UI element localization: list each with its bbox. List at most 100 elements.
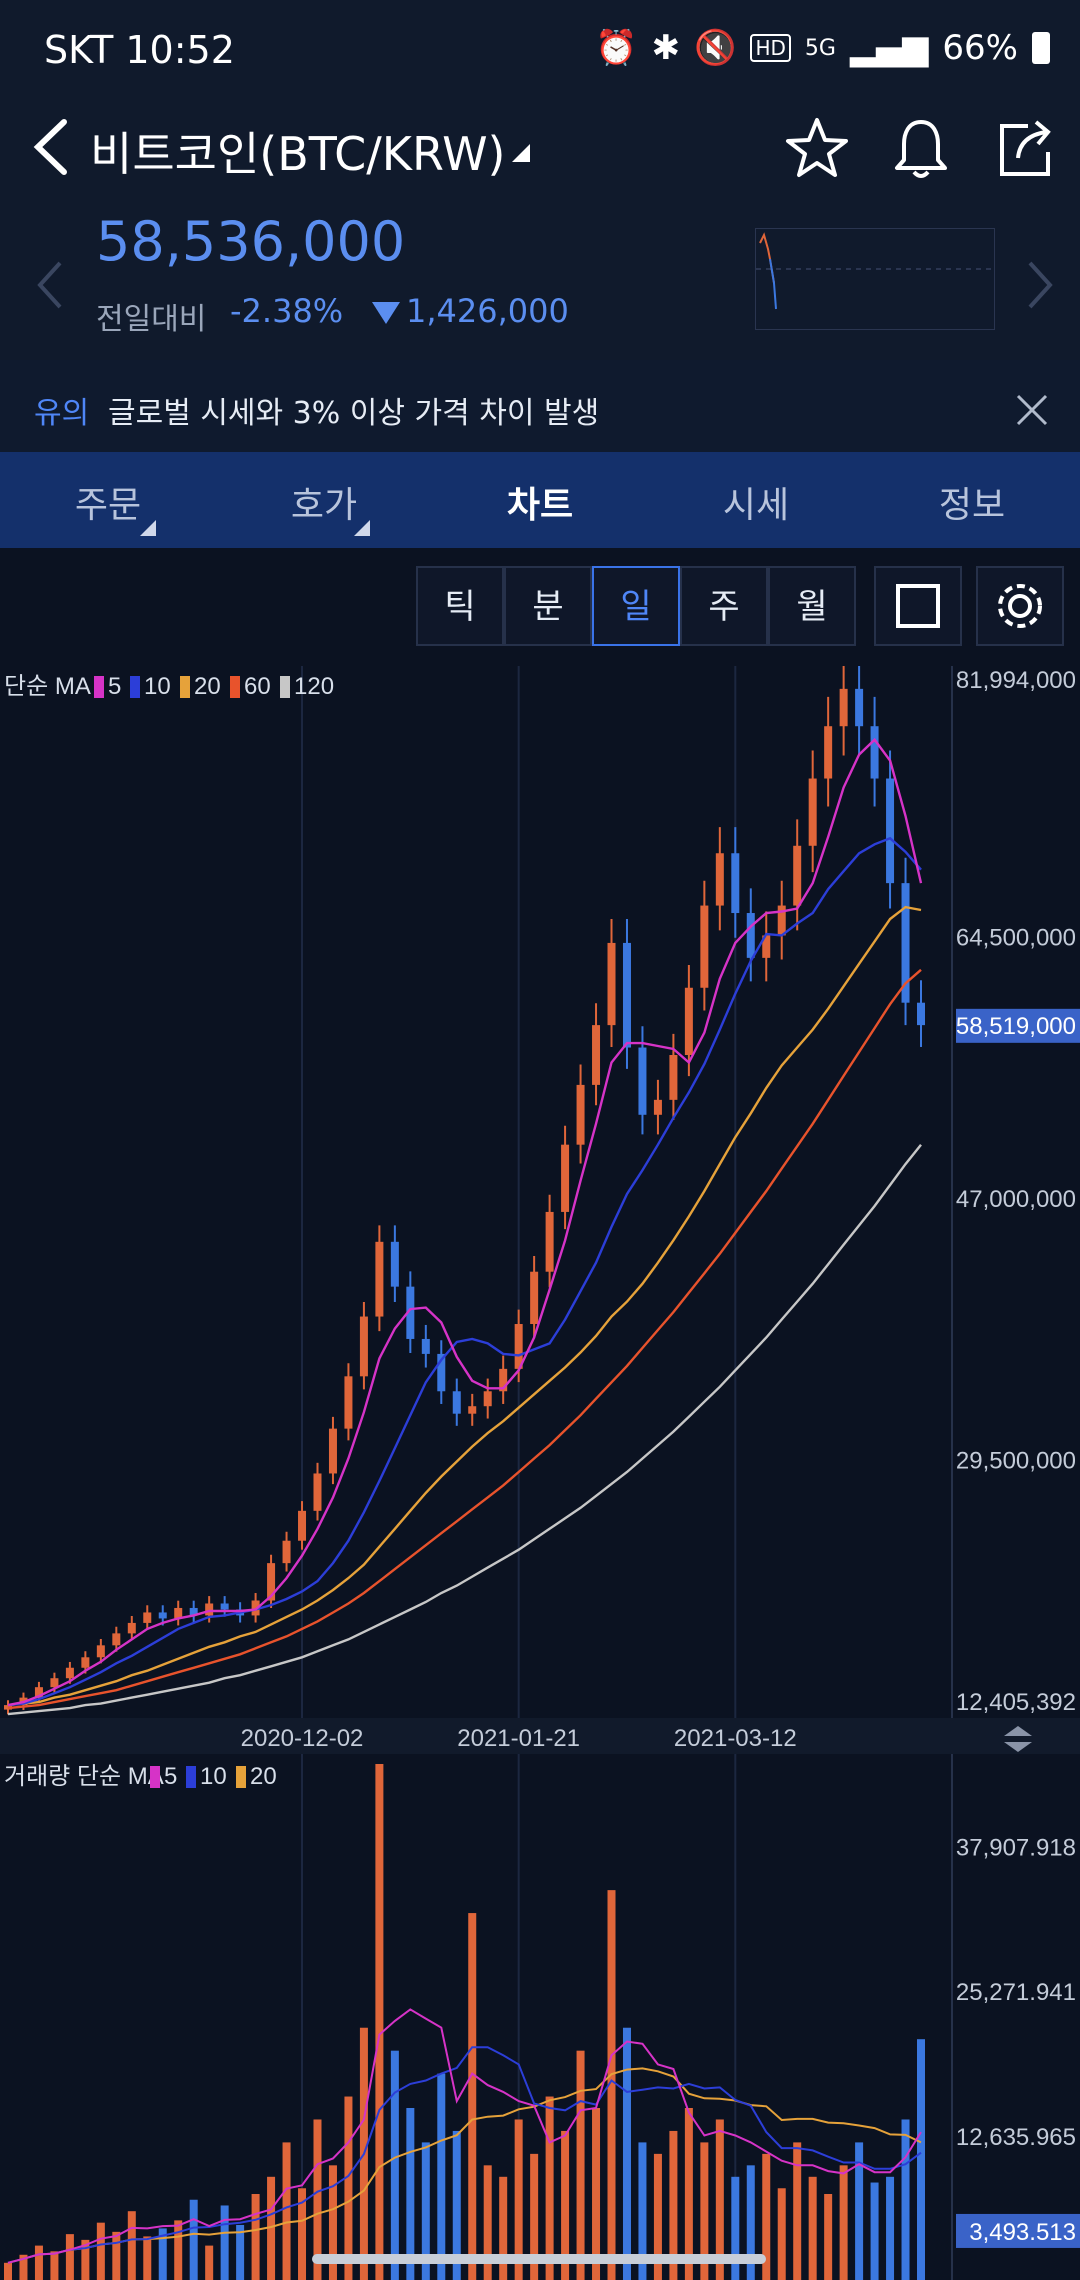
5g-icon: 5G xyxy=(804,35,836,61)
star-icon[interactable] xyxy=(780,112,854,186)
tab-order-corner-icon xyxy=(140,520,156,536)
volume-bar xyxy=(19,2254,28,2280)
tab-orderbook[interactable]: 호가 xyxy=(290,485,358,526)
chart-mode-button[interactable] xyxy=(874,566,962,646)
alarm-icon: ⏰ xyxy=(595,28,638,68)
candle-body xyxy=(174,1607,183,1619)
candle-body xyxy=(344,1376,353,1429)
candle-body xyxy=(112,1633,121,1646)
bell-icon[interactable] xyxy=(884,112,958,186)
period-week[interactable]: 주 xyxy=(680,566,768,646)
volume-bar xyxy=(886,2176,895,2280)
candle-body xyxy=(282,1540,291,1564)
legend-label: 5 xyxy=(164,1763,177,1790)
volume-bar xyxy=(282,2142,291,2280)
candle-body xyxy=(313,1473,322,1511)
candle-body xyxy=(576,1084,585,1145)
x-tick-label: 2021-01-21 xyxy=(457,1725,580,1752)
moving-averages xyxy=(7,737,923,1716)
gear-icon xyxy=(998,584,1042,628)
candle-body xyxy=(514,1324,523,1369)
back-icon[interactable] xyxy=(24,112,84,182)
candle-body xyxy=(421,1338,430,1354)
tab-order[interactable]: 주문 xyxy=(74,485,142,526)
candle-body xyxy=(65,1667,74,1679)
change-amount: 1,426,000 xyxy=(372,292,569,330)
candle-body xyxy=(499,1368,508,1392)
y-tick-label: 12,405,392 xyxy=(956,1689,1076,1716)
volume-bar xyxy=(917,2039,925,2280)
candle-body xyxy=(220,1603,229,1610)
candle-body xyxy=(561,1144,570,1212)
bluetooth-icon: ✱ xyxy=(651,28,681,68)
tab-chart[interactable]: 차트 xyxy=(506,485,574,526)
battery-text: 66% xyxy=(942,28,1018,68)
tab-orderbook-corner-icon xyxy=(354,520,370,536)
candle-body xyxy=(886,778,895,884)
chart-settings-button[interactable] xyxy=(976,566,1064,646)
volume-bar xyxy=(483,2165,492,2280)
candle-body xyxy=(34,1687,43,1698)
candle-body xyxy=(81,1657,90,1668)
volume-bar xyxy=(158,2228,167,2280)
candle-body xyxy=(653,1099,662,1115)
volume-bar xyxy=(777,2188,786,2280)
volume-bar xyxy=(700,2142,709,2280)
candle-body xyxy=(390,1241,399,1287)
legend-swatch xyxy=(94,676,104,698)
signal-icon: ▂▄▆ xyxy=(849,28,929,68)
candle-body xyxy=(901,883,910,1003)
change-amount-value: 1,426,000 xyxy=(406,292,569,330)
down-triangle-icon xyxy=(372,302,400,324)
period-minute[interactable]: 분 xyxy=(504,566,592,646)
volume-y-tick-label: 12,635.965 xyxy=(956,2124,1076,2151)
candle-body xyxy=(328,1428,337,1474)
x-tick-label: 2021-03-12 xyxy=(674,1725,797,1752)
title-dropdown-icon[interactable] xyxy=(512,144,530,162)
volume-bar xyxy=(793,2142,802,2280)
period-tick[interactable]: 틱 xyxy=(416,566,504,646)
volume-bar xyxy=(298,2188,307,2280)
status-icons: ⏰ ✱ 🔇 HD 5G ▂▄▆ 66% xyxy=(595,28,1050,68)
prev-coin-icon[interactable] xyxy=(30,255,70,315)
candle-body xyxy=(746,913,755,958)
volume-y-tick-label: 37,907.918 xyxy=(956,1834,1076,1861)
chart-axes: 81,994,000 64,500,000 47,000,000 29,500,000… xyxy=(241,667,1080,2248)
volume-bar xyxy=(452,2130,461,2280)
volume-bar xyxy=(65,2234,74,2280)
volume-bars xyxy=(4,1764,925,2280)
share-icon[interactable] xyxy=(988,112,1062,186)
close-icon[interactable] xyxy=(1012,390,1052,430)
legend-swatch xyxy=(280,676,290,698)
volume-bar xyxy=(174,2220,183,2280)
volume-bar xyxy=(808,2176,817,2280)
x-tick-label: 2020-12-02 xyxy=(241,1725,364,1752)
page-title[interactable]: 비트코인(BTC/KRW) xyxy=(90,127,506,181)
tab-quote[interactable]: 시세 xyxy=(722,485,790,526)
current-volume-label: 3,493.513 xyxy=(969,2219,1076,2246)
next-coin-icon[interactable] xyxy=(1020,255,1060,315)
candle-body xyxy=(684,987,693,1056)
tab-info[interactable]: 정보 xyxy=(938,485,1006,526)
period-month[interactable]: 월 xyxy=(768,566,856,646)
square-icon xyxy=(896,584,940,628)
current-price-marker xyxy=(956,1008,1080,1043)
candle-body xyxy=(452,1391,461,1414)
home-indicator[interactable] xyxy=(312,2254,766,2264)
change-percent: -2.38% xyxy=(230,292,344,330)
volume-bar xyxy=(127,2211,136,2280)
volume-ma5-line xyxy=(7,2008,922,2264)
candle-body xyxy=(777,905,786,936)
price-chart[interactable]: 81,994,000 64,500,000 47,000,000 29,500,000… xyxy=(0,666,1080,2280)
candle-body xyxy=(638,1047,647,1115)
volume-legend-title: 거래량 단순 MA xyxy=(4,1763,164,1790)
volume-y-tick-label: 25,271.941 xyxy=(956,1979,1076,2006)
volume-bar xyxy=(189,2199,198,2280)
status-time: SKT 10:52 xyxy=(44,28,235,72)
volume-bar xyxy=(205,2245,214,2280)
volume-bar xyxy=(328,2165,337,2280)
volume-bar xyxy=(684,2108,693,2280)
period-day[interactable]: 일 xyxy=(592,566,680,646)
volume-bar xyxy=(34,2245,43,2280)
status-bar: SKT 10:52 ⏰ ✱ 🔇 HD 5G ▂▄▆ 66% xyxy=(0,0,1080,100)
